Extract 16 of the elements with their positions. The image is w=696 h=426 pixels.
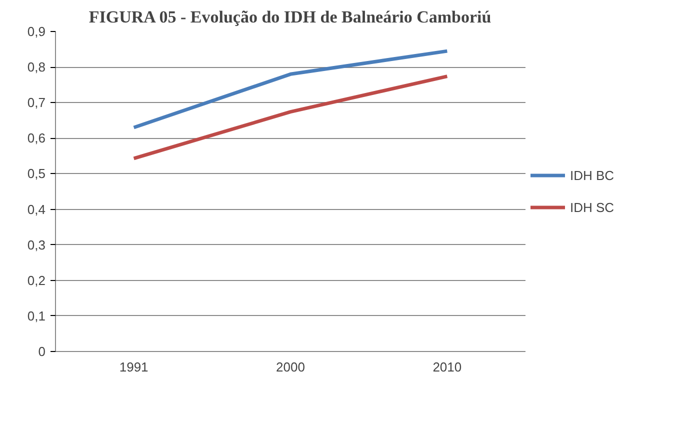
y-tick-label: 0,2	[27, 272, 46, 288]
chart-title: FIGURA 05 - Evolução do IDH de Balneário Camboriú	[88, 8, 492, 26]
y-tick-label: 0,6	[27, 130, 46, 146]
y-tick-label: 0,4	[27, 202, 46, 217]
y-tick-label: 0,8	[27, 60, 46, 75]
y-tick-label: 0	[38, 344, 46, 359]
y-tick-label: 0,3	[27, 237, 46, 252]
x-tick-label: 2010	[432, 360, 462, 374]
x-tick-label: 1991	[119, 360, 148, 374]
legend-label: IDH SC	[570, 200, 614, 214]
y-tick-label: 0,1	[27, 308, 46, 324]
y-tick-label: 0,7	[27, 95, 46, 110]
y-tick-label: 0,9	[27, 24, 46, 39]
y-tick-label: 0,5	[27, 166, 46, 182]
x-tick-label: 2000	[276, 360, 305, 374]
legend-label: IDH BC	[570, 168, 614, 182]
